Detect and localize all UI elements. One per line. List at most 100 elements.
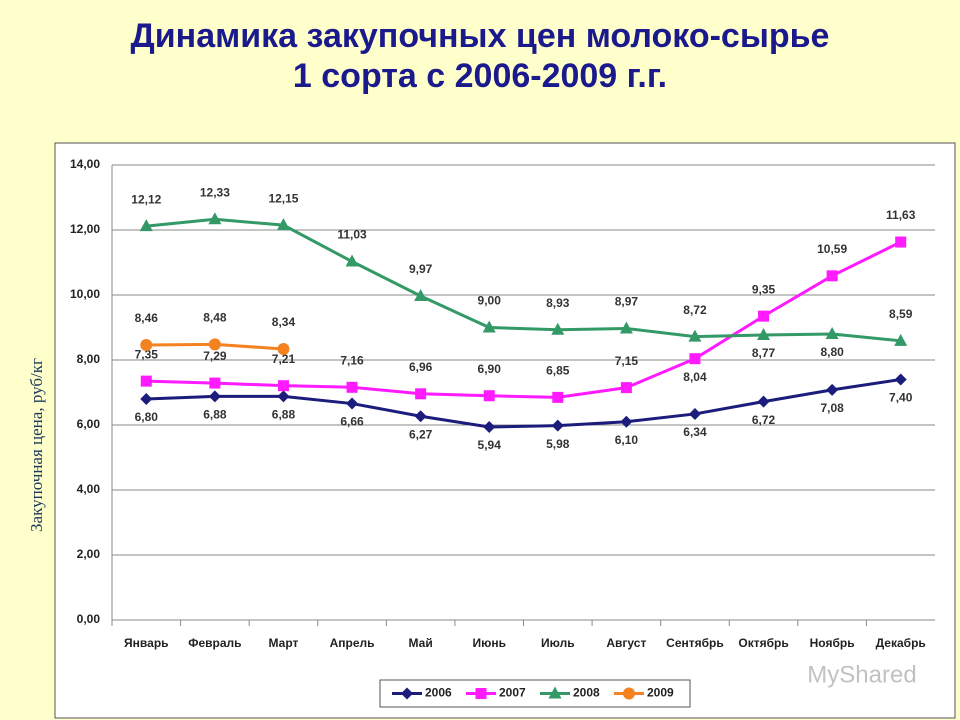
point (551, 419, 564, 432)
y-tick-label: 0,00 (77, 612, 101, 626)
point (140, 393, 153, 405)
value-label: 8,72 (683, 303, 707, 317)
point (482, 320, 496, 333)
x-tick-label: Август (606, 636, 646, 650)
y-tick-label: 4,00 (77, 482, 101, 496)
point (826, 383, 839, 396)
y-axis-label: Закупочная цена, руб/кг (27, 358, 46, 532)
value-label: 7,08 (820, 401, 844, 415)
x-tick-label: Март (269, 636, 299, 650)
x-tick-label: Ноябрь (810, 636, 855, 650)
value-label: 6,10 (615, 433, 639, 447)
point (825, 327, 839, 339)
value-label: 9,97 (409, 262, 433, 276)
value-label: 8,48 (203, 311, 227, 325)
value-label: 8,77 (752, 346, 776, 360)
x-tick-label: Апрель (330, 636, 375, 650)
line (146, 217, 901, 343)
y-tick-label: 12,00 (70, 222, 100, 236)
point (345, 254, 359, 267)
x-tick-label: Октябрь (738, 636, 788, 650)
value-label: 8,93 (546, 296, 570, 310)
legend-label: 2007 (499, 686, 526, 700)
x-tick-label: Июнь (472, 636, 506, 650)
point (552, 391, 564, 403)
point (894, 333, 908, 346)
value-label: 7,16 (340, 353, 364, 367)
point (620, 382, 632, 394)
value-label: 6,80 (135, 410, 159, 424)
point (277, 380, 289, 392)
value-label: 12,12 (131, 192, 161, 206)
point (208, 390, 221, 403)
point (826, 270, 838, 282)
value-label: 6,88 (203, 408, 227, 422)
point (277, 390, 290, 403)
point (139, 219, 153, 232)
value-label: 9,00 (478, 294, 502, 308)
value-label: 6,27 (409, 427, 433, 441)
value-label: 11,03 (337, 228, 367, 242)
value-label: 6,72 (752, 413, 776, 427)
y-tick-label: 6,00 (77, 417, 101, 431)
point (209, 377, 221, 389)
x-tick-label: Январь (124, 636, 168, 650)
point (346, 397, 359, 410)
value-label: 8,80 (820, 345, 844, 359)
point (346, 381, 358, 393)
value-label: 8,04 (683, 370, 707, 384)
point (758, 310, 770, 322)
watermark: MyShared (807, 661, 916, 688)
point (757, 327, 771, 340)
point (548, 686, 562, 699)
y-tick-label: 14,00 (70, 157, 100, 171)
legend-label: 2009 (647, 686, 674, 700)
value-label: 7,21 (272, 352, 296, 366)
legend-label: 2008 (573, 686, 600, 700)
point (688, 329, 702, 342)
point (140, 375, 152, 387)
point (401, 687, 413, 700)
value-label: 6,34 (683, 425, 707, 439)
value-label: 6,88 (272, 408, 296, 422)
point (414, 410, 427, 423)
value-label: 6,90 (478, 362, 502, 376)
y-tick-label: 8,00 (77, 352, 101, 366)
point (895, 236, 907, 248)
value-label: 6,66 (340, 415, 364, 429)
point (414, 288, 428, 301)
point (688, 407, 701, 420)
line (146, 240, 902, 399)
value-label: 8,97 (615, 295, 639, 309)
x-tick-label: Сентябрь (666, 636, 724, 650)
chart-title: 1 сорта с 2006-2009 г.г. (293, 57, 667, 95)
value-label: 6,96 (409, 360, 433, 374)
y-tick-label: 10,00 (70, 287, 100, 301)
value-label: 7,29 (203, 349, 227, 363)
point (483, 390, 495, 402)
value-label: 8,46 (135, 311, 159, 325)
chart-frame (54, 142, 956, 719)
point (619, 321, 633, 334)
point (208, 338, 221, 351)
chart-title: Динамика закупочных цен молоко-сырье (131, 17, 830, 55)
value-label: 7,40 (889, 391, 913, 405)
value-label: 9,35 (752, 282, 776, 296)
value-label: 6,85 (546, 364, 570, 378)
y-tick-label: 2,00 (77, 547, 101, 561)
point (415, 388, 427, 400)
point (276, 218, 290, 231)
x-tick-label: Июль (541, 636, 575, 650)
value-label: 8,59 (889, 307, 913, 321)
point (620, 415, 633, 428)
x-tick-label: Май (409, 636, 433, 650)
point (689, 353, 701, 365)
value-label: 5,98 (546, 437, 570, 451)
legend-label: 2006 (425, 686, 452, 700)
value-label: 8,34 (272, 315, 296, 329)
value-label: 5,94 (478, 438, 502, 452)
point (140, 339, 153, 352)
x-tick-label: Декабрь (876, 636, 926, 650)
point (551, 322, 565, 335)
